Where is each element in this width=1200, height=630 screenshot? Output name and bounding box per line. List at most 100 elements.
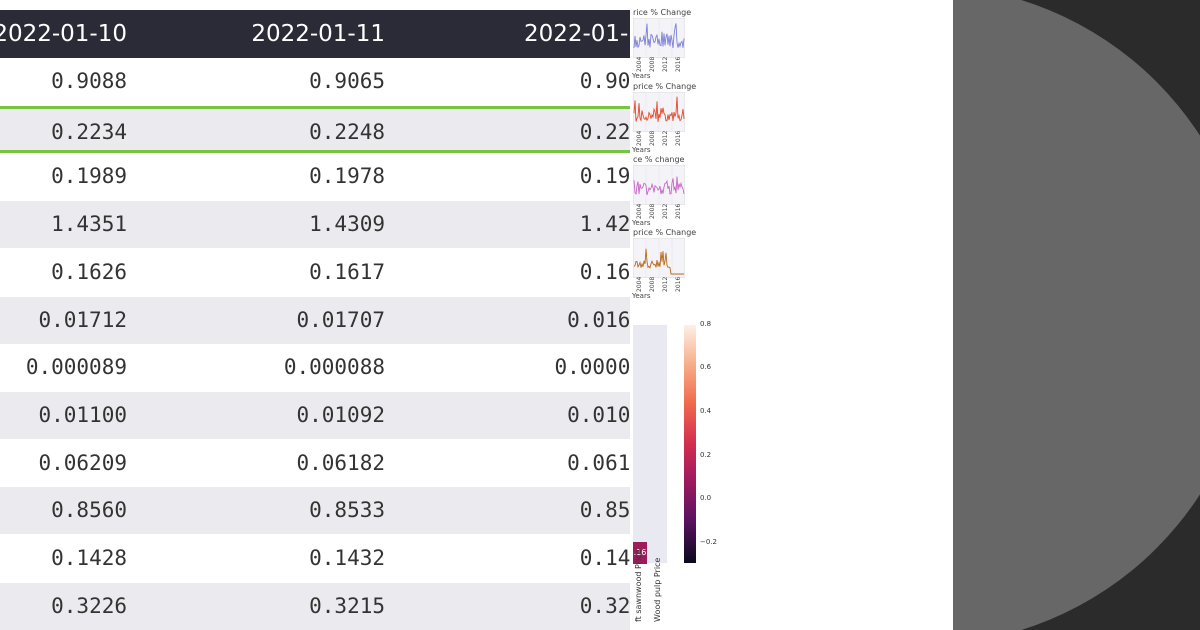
table-cell: 0.01092 xyxy=(296,402,385,427)
table-cell: 0.196 xyxy=(579,164,630,189)
table-cell: 0.0614 xyxy=(567,450,630,475)
mini-chart-tick: 2004 xyxy=(636,276,643,292)
mini-chart-tick: 2016 xyxy=(675,56,682,72)
mini-chart-tick: 2016 xyxy=(675,276,682,292)
table-row[interactable]: 0.3226 0.3215 0.321 xyxy=(0,582,630,630)
heatmap-cell xyxy=(633,325,667,563)
column-header[interactable]: 2022-01-1 xyxy=(523,21,630,47)
table-cell: 0.1989 xyxy=(51,164,127,189)
table-row[interactable]: 0.1428 0.1432 0.144 xyxy=(0,535,630,582)
table-cell: 1.429 xyxy=(579,212,630,237)
table-cell: 0.01712 xyxy=(38,307,127,332)
colorbar-tick: 0.2 xyxy=(700,451,712,459)
mini-chart-xlabel: Years xyxy=(632,219,651,227)
table-cell: 0.3215 xyxy=(309,593,385,618)
table-cell: 0.0109 xyxy=(567,402,630,427)
mini-chart-title: price % Change xyxy=(633,228,697,237)
table-cell: 0.321 xyxy=(579,593,630,618)
table-cell: 0.0169 xyxy=(567,307,630,332)
mini-chart: rice % Change 2004 2008 2012 2016 Years xyxy=(630,8,720,82)
column-header[interactable]: 2022-01-11 xyxy=(251,21,385,47)
colorbar-tick: 0.0 xyxy=(700,494,712,502)
table-cell: 0.1617 xyxy=(309,259,385,284)
heatmap-row-label: Wood pulp Price xyxy=(653,557,662,622)
table-cell: 0.9088 xyxy=(51,69,127,93)
table-cell: 0.1428 xyxy=(51,546,127,570)
mini-chart-series xyxy=(633,248,684,275)
mini-chart-series xyxy=(633,176,685,196)
plots-panel: rice % Change 2004 2008 2012 2016 Years price … xyxy=(630,0,953,630)
mini-chart-tick: 2004 xyxy=(636,130,643,146)
table-cell: 0.225 xyxy=(579,119,630,144)
mini-chart: price % Change 2004 2008 2012 2016 Years xyxy=(630,228,720,302)
table-cell: 0.160 xyxy=(579,259,630,284)
mini-chart-tick: 2008 xyxy=(649,276,656,292)
mini-chart-series xyxy=(633,23,685,49)
table-cell: 0.909 xyxy=(579,69,630,93)
table-row[interactable]: 0.01100 0.01092 0.0109 xyxy=(0,391,630,439)
mini-chart-tick: 2012 xyxy=(662,56,669,72)
mini-chart-tick: 2008 xyxy=(649,130,656,146)
table-row[interactable]: 0.1626 0.1617 0.160 xyxy=(0,249,630,296)
table-cell: 0.01100 xyxy=(38,402,127,427)
mini-chart-xlabel: Years xyxy=(632,292,651,300)
mini-chart-tick: 2016 xyxy=(675,130,682,146)
mini-chart-xlabel: Years xyxy=(632,72,651,80)
table-row[interactable]: 0.8560 0.8533 0.855 xyxy=(0,487,630,535)
table-cell: 0.8560 xyxy=(51,498,127,523)
mini-chart: ce % change 2004 2008 2012 2016 Years xyxy=(630,155,720,229)
table-cell: 0.855 xyxy=(579,498,630,523)
mini-chart-xlabel: Years xyxy=(632,146,651,154)
table-row[interactable]: 0.9088 0.9065 0.909 xyxy=(0,58,630,105)
table-cell: 0.01707 xyxy=(296,307,385,332)
table-cell: 1.4351 xyxy=(51,212,127,237)
table-row[interactable]: 0.1989 0.1978 0.196 xyxy=(0,153,630,200)
table-cell: 0.8533 xyxy=(309,498,385,523)
table-cell: 0.2248 xyxy=(309,119,385,144)
mini-chart-series xyxy=(633,96,685,123)
mini-chart-tick: 2012 xyxy=(662,276,669,292)
table-cell: 0.144 xyxy=(579,546,630,570)
colorbar-tick: 0.4 xyxy=(700,407,712,415)
decorative-background xyxy=(953,0,1200,630)
mini-chart-tick: 2012 xyxy=(662,203,669,219)
mini-chart-tick: 2004 xyxy=(636,203,643,219)
mini-chart-tick: 2008 xyxy=(649,56,656,72)
mini-chart: price % Change 2004 2008 2012 2016 Years xyxy=(630,82,720,156)
heatmap-value: .16 xyxy=(633,542,647,564)
table-cell: 0.9065 xyxy=(309,69,385,93)
mini-chart-plot xyxy=(633,18,685,58)
table-cell: 1.4309 xyxy=(309,212,385,237)
column-header[interactable]: 2022-01-10 xyxy=(0,21,127,47)
table-row[interactable]: 0.000089 0.000088 0.00008 xyxy=(0,344,630,391)
table-row[interactable]: 1.4351 1.4309 1.429 xyxy=(0,201,630,249)
mini-chart-tick: 2008 xyxy=(649,203,656,219)
mini-chart-plot xyxy=(633,165,685,205)
colorbar-tick: −0.2 xyxy=(700,538,717,546)
mini-chart-tick: 2016 xyxy=(675,203,682,219)
table-row[interactable]: 0.06209 0.06182 0.0614 xyxy=(0,440,630,487)
colorbar-tick: 0.6 xyxy=(700,363,712,371)
table-cell: 0.06209 xyxy=(38,450,127,475)
table-row[interactable]: 0.2234 0.2248 0.225 xyxy=(0,105,630,153)
mini-chart-tick: 2012 xyxy=(662,130,669,146)
table-cell: 0.1626 xyxy=(51,259,127,284)
mini-chart-title: rice % Change xyxy=(633,8,692,17)
mini-chart-title: ce % change xyxy=(633,155,685,164)
table-cell: 0.2234 xyxy=(51,119,127,144)
table-cell: 0.000088 xyxy=(283,355,385,380)
mini-chart-plot xyxy=(633,238,685,278)
table-cell: 0.06182 xyxy=(296,450,385,475)
table-cell: 0.1432 xyxy=(309,546,385,570)
table-cell: 0.3226 xyxy=(51,593,127,618)
colorbar-tick: 0.8 xyxy=(700,320,712,328)
table-cell: 0.1978 xyxy=(309,164,385,189)
mini-chart-tick: 2004 xyxy=(636,56,643,72)
colorbar xyxy=(684,325,696,563)
table-cell: 0.000089 xyxy=(25,355,127,380)
decorative-circle xyxy=(953,0,1200,630)
mini-chart-title: price % Change xyxy=(633,82,697,91)
table-row[interactable]: 0.01712 0.01707 0.0169 xyxy=(0,296,630,344)
table-cell: 0.00008 xyxy=(554,355,630,380)
